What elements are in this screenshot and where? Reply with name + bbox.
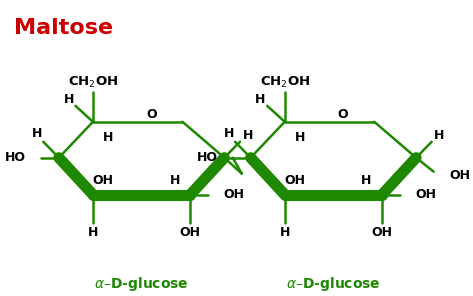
Text: Maltose: Maltose [14,18,113,38]
Text: HO: HO [197,151,218,164]
Text: H: H [280,226,290,239]
Text: H: H [243,129,253,142]
Text: OH: OH [449,169,470,182]
Text: H: H [224,127,235,140]
Text: H: H [255,93,265,106]
Text: H: H [88,226,98,239]
Text: OH: OH [372,226,393,239]
Text: $\alpha$–D-glucose: $\alpha$–D-glucose [94,276,189,294]
Text: H: H [361,174,372,187]
Text: OH: OH [415,188,436,201]
Text: $\alpha$–D-glucose: $\alpha$–D-glucose [286,276,381,294]
Text: H: H [295,131,306,144]
Text: OH: OH [284,174,305,187]
Text: H: H [103,131,114,144]
Text: OH: OH [92,174,113,187]
Text: H: H [434,129,445,142]
Text: OH: OH [180,226,201,239]
Text: H: H [63,93,74,106]
Text: OH: OH [223,188,245,201]
Text: HO: HO [5,151,26,164]
Text: O: O [338,108,349,121]
Text: CH$_2$OH: CH$_2$OH [260,75,310,90]
Text: CH$_2$OH: CH$_2$OH [68,75,118,90]
Text: O: O [146,108,157,121]
Text: H: H [32,127,43,140]
Text: H: H [169,174,180,187]
